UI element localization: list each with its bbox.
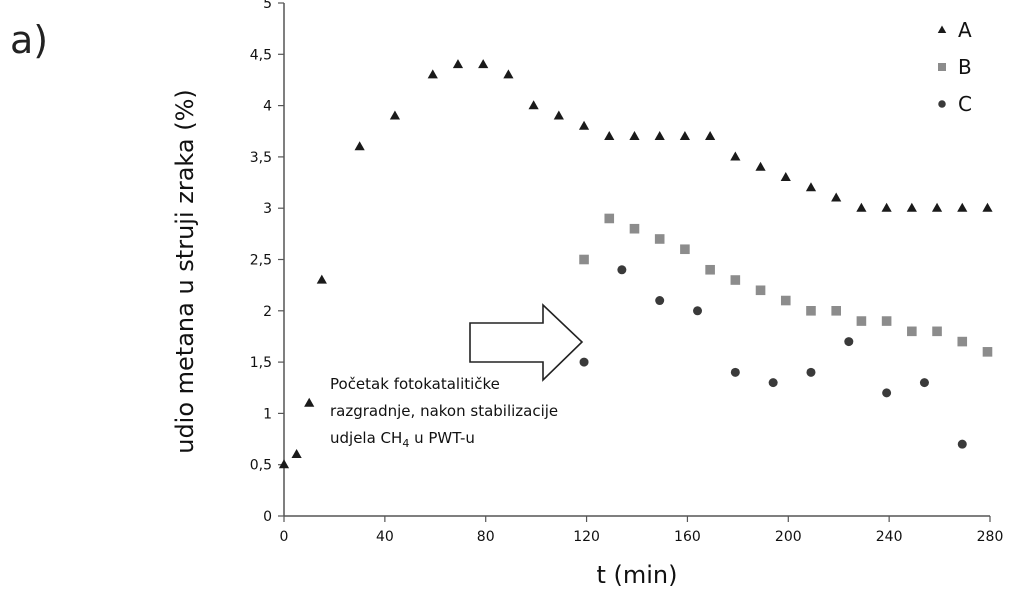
- data-point-c: [882, 388, 892, 398]
- legend: ABC: [937, 18, 972, 116]
- data-point-b: [982, 347, 993, 357]
- legend-label-a: A: [958, 18, 972, 42]
- data-point-c: [806, 367, 816, 377]
- series-b: [579, 213, 993, 357]
- data-point-a: [528, 100, 539, 110]
- series-a: [278, 59, 993, 469]
- data-point-a: [931, 202, 943, 212]
- legend-label-c: C: [958, 92, 972, 116]
- data-point-c: [730, 367, 740, 377]
- data-point-a: [906, 202, 917, 212]
- data-point-a: [957, 202, 968, 212]
- data-point-c: [693, 306, 703, 316]
- data-point-a: [478, 59, 489, 69]
- data-point-c: [919, 378, 929, 388]
- data-point-b: [654, 234, 665, 244]
- data-point-b: [780, 295, 791, 306]
- y-tick-label: 1: [263, 406, 272, 422]
- data-point-a: [705, 130, 716, 140]
- x-tick-label: 160: [674, 529, 701, 545]
- data-point-a: [604, 130, 615, 140]
- y-tick-label: 3: [263, 201, 272, 217]
- y-tick-label: 4,5: [250, 47, 272, 63]
- x-tick-label: 120: [573, 529, 600, 545]
- y-axis-title: udio metana u struji zraka (%): [171, 89, 199, 454]
- y-tick-label: 0,5: [250, 458, 272, 474]
- annotation-line-2: razgradnje, nakon stabilizacije: [330, 402, 558, 420]
- data-point-b: [755, 285, 766, 296]
- annotation-line-3: udjela CH4 u PWT-u: [330, 429, 475, 450]
- legend-marker-c: [938, 100, 946, 108]
- y-tick-label: 0: [263, 509, 272, 525]
- data-point-b: [629, 223, 640, 234]
- legend-marker-a: [937, 25, 947, 33]
- data-point-a: [679, 130, 691, 140]
- data-point-a: [389, 110, 401, 120]
- data-point-a: [856, 202, 867, 212]
- data-point-a: [654, 130, 665, 140]
- legend-label-b: B: [958, 55, 972, 79]
- data-point-a: [304, 397, 315, 407]
- data-point-c: [768, 378, 778, 388]
- data-point-a: [354, 141, 365, 151]
- y-tick-label: 2: [263, 304, 272, 320]
- data-point-a: [452, 59, 464, 69]
- annotation-line-1: Početak fotokatalitičke: [330, 375, 500, 393]
- x-tick-label: 0: [280, 529, 289, 545]
- data-point-a: [629, 130, 640, 140]
- x-tick-label: 240: [876, 529, 903, 545]
- data-point-c: [957, 439, 967, 449]
- axis-ticks: 0 40 80 120 160 200 240 280 0 0,5 1 1,5 2 2,5 3 3,5 4 4,5…: [250, 0, 1004, 545]
- data-point-a: [291, 449, 302, 459]
- data-point-a: [755, 161, 766, 171]
- data-point-b: [680, 244, 690, 255]
- data-point-a: [316, 274, 327, 284]
- data-point-a: [780, 172, 791, 182]
- x-tick-label: 40: [376, 529, 394, 545]
- x-axis-title: t (min): [596, 561, 677, 589]
- data-point-a: [503, 69, 514, 79]
- y-tick-label: 4: [263, 99, 272, 115]
- y-tick-label: 1,5: [250, 355, 272, 371]
- y-tick-label: 2,5: [250, 253, 272, 269]
- data-point-a: [881, 202, 892, 212]
- data-point-c: [617, 265, 627, 275]
- data-point-c: [844, 337, 854, 347]
- data-point-a: [805, 182, 817, 192]
- data-point-a: [427, 69, 438, 79]
- data-point-b: [957, 336, 968, 347]
- data-point-b: [705, 264, 715, 275]
- data-point-a: [278, 459, 290, 469]
- data-point-c: [579, 357, 589, 367]
- annotation: Početak fotokatalitičke razgradnje, nakon…: [330, 303, 584, 450]
- data-point-a: [730, 151, 741, 161]
- data-point-a: [578, 120, 590, 130]
- series-c: [579, 265, 967, 449]
- data-point-b: [831, 306, 841, 316]
- data-point-b: [932, 326, 942, 337]
- panel-label: a): [10, 18, 49, 62]
- x-tick-label: 280: [977, 529, 1004, 545]
- y-tick-label: 3,5: [250, 150, 272, 166]
- x-tick-label: 80: [477, 529, 495, 545]
- data-point-b: [806, 306, 816, 316]
- data-point-a: [982, 202, 993, 212]
- data-point-a: [831, 192, 842, 202]
- data-point-b: [856, 316, 867, 326]
- arrow-shape: [469, 303, 584, 382]
- data-point-b: [730, 275, 741, 285]
- data-point-c: [655, 296, 665, 306]
- x-tick-label: 200: [775, 529, 802, 545]
- data-point-b: [907, 326, 917, 337]
- data-point-a: [553, 110, 564, 120]
- legend-marker-b: [938, 63, 946, 71]
- data-point-b: [579, 254, 589, 265]
- data-points: [278, 59, 993, 469]
- y-tick-label: 5: [263, 0, 272, 12]
- data-point-b: [604, 213, 615, 224]
- data-point-b: [881, 316, 892, 326]
